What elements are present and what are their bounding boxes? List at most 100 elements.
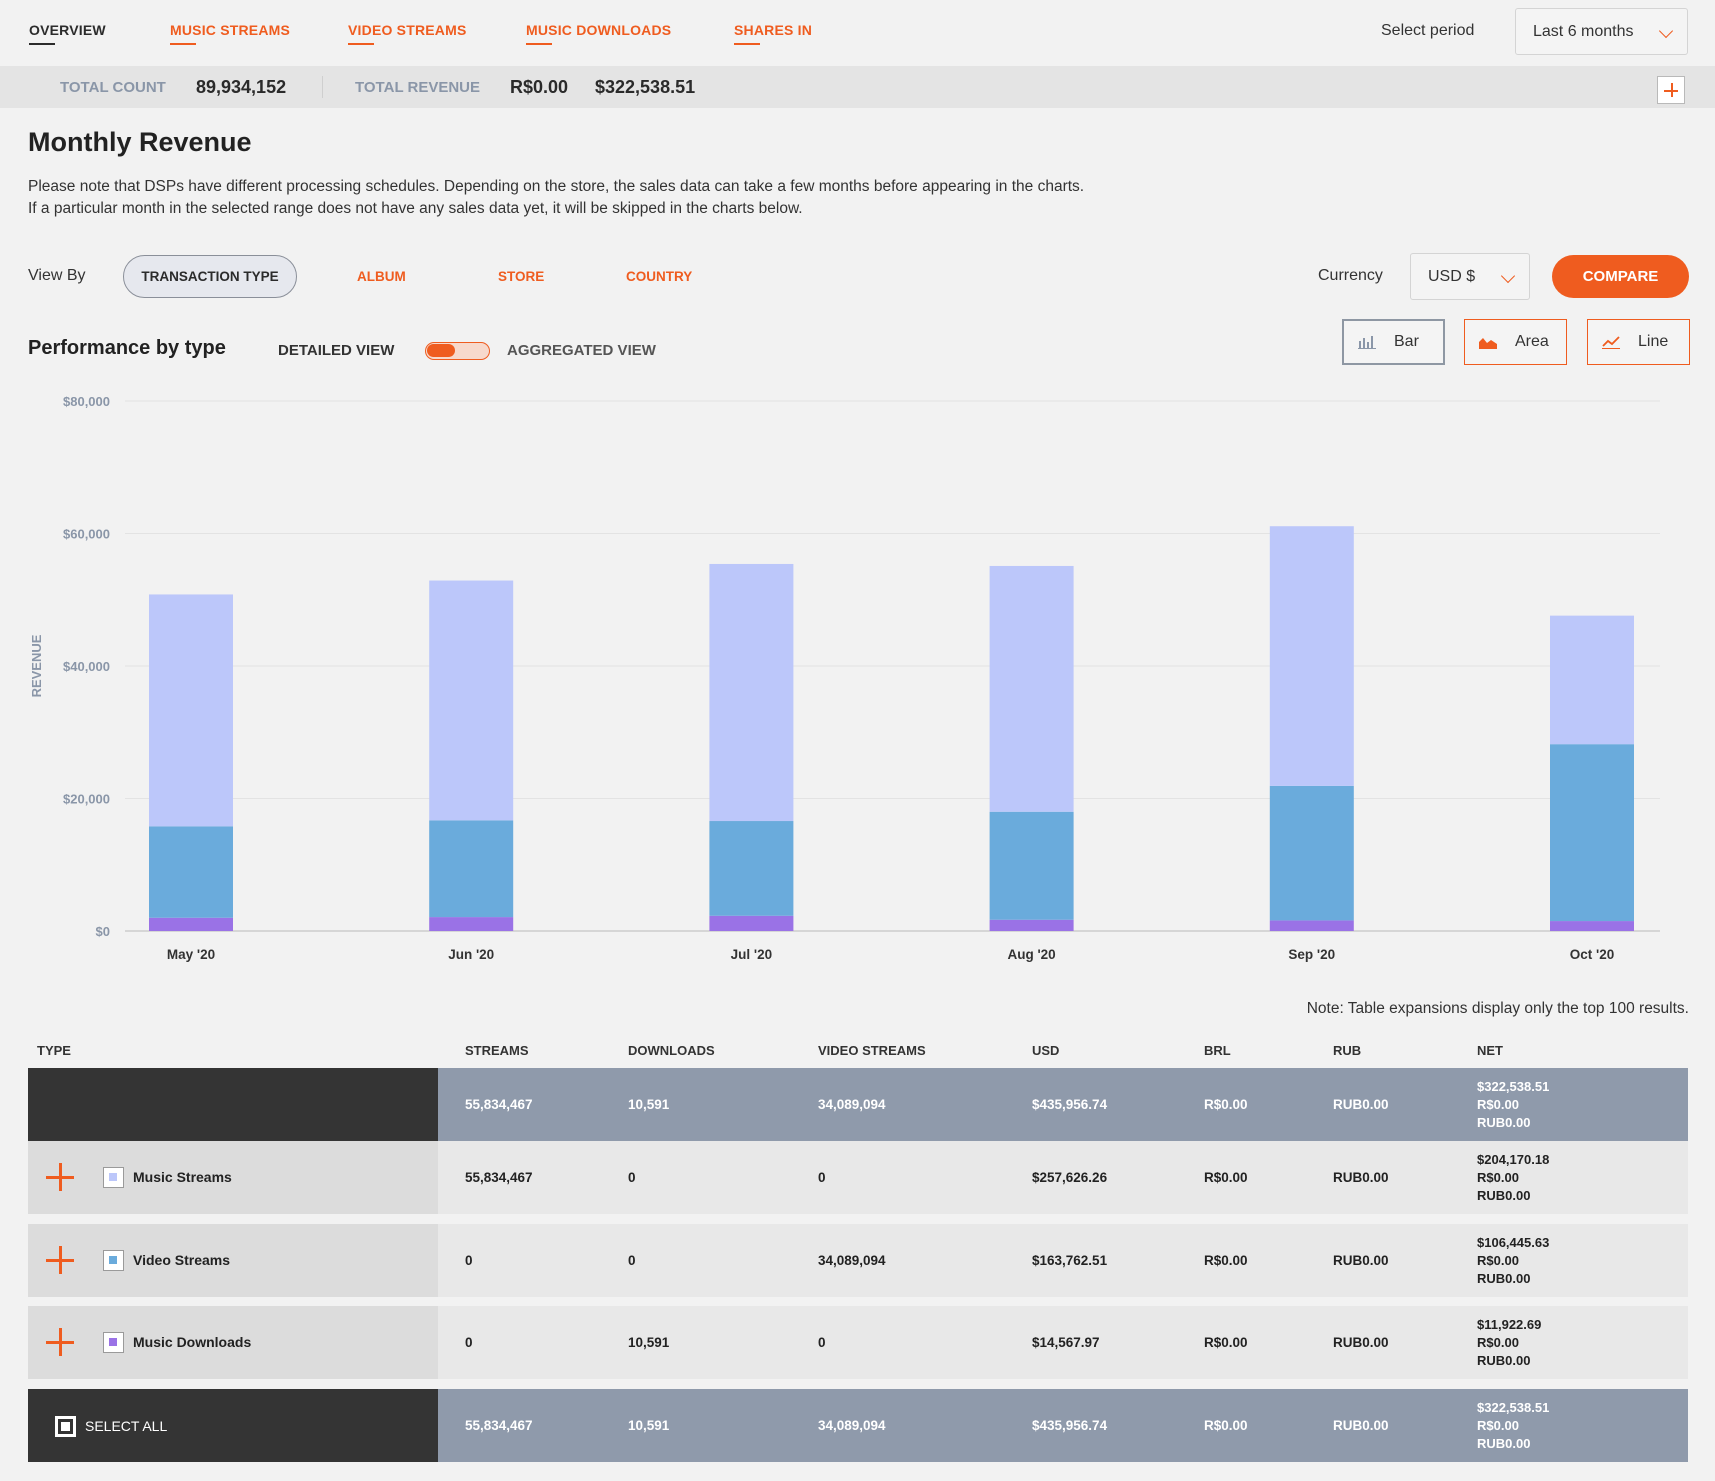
line-chart-icon [1602, 336, 1620, 349]
expand-totals-button[interactable] [1657, 76, 1685, 104]
bar-segment-music_downloads[interactable] [1550, 921, 1634, 931]
bar-chart-button[interactable]: Bar [1342, 319, 1445, 365]
area-chart-label: Area [1515, 333, 1549, 350]
bar-segment-music_streams[interactable] [1269, 526, 1354, 786]
tab-overview[interactable]: OVERVIEW [29, 22, 106, 45]
bar-segment-music_downloads[interactable] [429, 917, 514, 931]
viewby-album[interactable]: ALBUM [357, 269, 406, 284]
bar-segment-music_downloads[interactable] [709, 915, 794, 931]
series-swatch [109, 1256, 117, 1264]
viewby-transaction-type[interactable]: TRANSACTION TYPE [123, 255, 297, 298]
divider [322, 76, 323, 98]
toggle-knob [427, 344, 455, 357]
row-name: Music Streams [133, 1169, 232, 1185]
row-video: 0 [818, 1170, 826, 1185]
area-chart-button[interactable]: Area [1464, 319, 1567, 365]
header-net: NET [1477, 1043, 1503, 1058]
bar-segment-video_streams[interactable] [1550, 744, 1634, 922]
bar-segment-music_streams[interactable] [989, 565, 1074, 812]
bar-segment-video_streams[interactable] [149, 826, 233, 918]
total-net: $322,538.51 R$0.00 RUB0.00 [1477, 1078, 1549, 1132]
bar-segment-music_streams[interactable] [149, 594, 233, 827]
bar-segment-music_streams[interactable] [1550, 615, 1634, 745]
row-streams: 0 [465, 1253, 473, 1268]
header-streams: STREAMS [465, 1043, 529, 1058]
type-cell [28, 1306, 438, 1379]
row-checkbox[interactable] [103, 1332, 124, 1353]
currency-dropdown[interactable]: USD $ [1410, 253, 1530, 300]
select-all-net: $322,538.51 R$0.00 RUB0.00 [1477, 1399, 1549, 1453]
net-usd: $322,538.51 [1477, 1400, 1550, 1415]
row-downloads: 10,591 [628, 1335, 670, 1350]
view-by-label: View By [28, 267, 86, 284]
type-cell [28, 1224, 438, 1297]
chart-grid [125, 400, 1660, 932]
bar-segment-music_downloads[interactable] [1269, 920, 1354, 931]
select-all-cell [28, 1389, 438, 1462]
expand-row-button[interactable] [46, 1328, 74, 1356]
bar-segment-music_streams[interactable] [429, 580, 514, 821]
compare-button[interactable]: COMPARE [1552, 255, 1689, 298]
table-note: Note: Table expansions display only the … [1306, 1000, 1689, 1017]
header-video-streams: VIDEO STREAMS [818, 1043, 926, 1058]
bar-segment-video_streams[interactable] [989, 811, 1074, 920]
tab-shares-in[interactable]: SHARES IN [734, 22, 813, 45]
bar-segment-music_streams[interactable] [709, 563, 794, 822]
net-rub: RUB0.00 [1477, 1188, 1531, 1203]
totals-bar: TOTAL COUNT 89,934,152 TOTAL REVENUE R$0… [0, 66, 1715, 108]
bar-segment-music_downloads[interactable] [149, 917, 233, 931]
row-checkbox[interactable] [103, 1250, 124, 1271]
net-brl: R$0.00 [1477, 1097, 1519, 1112]
currency-value: USD $ [1428, 267, 1476, 285]
period-value: Last 6 months [1533, 22, 1634, 40]
net-rub: RUB0.00 [1477, 1271, 1531, 1286]
y-axis-label: REVENUE [29, 634, 44, 697]
chevron-down-icon [1500, 268, 1516, 284]
select-all-checkbox[interactable] [55, 1416, 76, 1437]
skipped-months-note: If a particular month in the selected ra… [28, 200, 803, 217]
x-tick-label: Sep '20 [1288, 947, 1335, 962]
tab-music-streams[interactable]: MUSIC STREAMS [170, 22, 291, 45]
expand-row-button[interactable] [46, 1163, 74, 1191]
view-toggle[interactable] [425, 342, 490, 360]
values-cell [438, 1141, 1688, 1214]
bar-segment-video_streams[interactable] [429, 820, 514, 918]
total-count-label: TOTAL COUNT [60, 79, 166, 96]
header-rub: RUB [1333, 1043, 1362, 1058]
viewby-store[interactable]: STORE [498, 269, 545, 284]
series-swatch [109, 1338, 117, 1346]
net-rub: RUB0.00 [1477, 1353, 1531, 1368]
bar-segment-music_downloads[interactable] [989, 919, 1074, 931]
header-brl: BRL [1204, 1043, 1231, 1058]
expand-row-button[interactable] [46, 1246, 74, 1274]
series-swatch [109, 1173, 117, 1181]
period-dropdown[interactable]: Last 6 months [1515, 8, 1688, 55]
line-chart-button[interactable]: Line [1587, 319, 1690, 365]
tab-video-streams[interactable]: VIDEO STREAMS [348, 22, 467, 45]
row-downloads: 0 [628, 1170, 636, 1185]
row-checkbox[interactable] [103, 1167, 124, 1188]
chart-bars [149, 526, 1634, 931]
total-downloads: 10,591 [628, 1097, 670, 1112]
line-chart-label: Line [1638, 333, 1669, 350]
select-all-label[interactable]: SELECT ALL [85, 1418, 168, 1434]
row-usd: $257,626.26 [1032, 1170, 1108, 1185]
y-tick-label: $40,000 [63, 659, 110, 674]
net-usd: $204,170.18 [1477, 1152, 1550, 1167]
net-brl: R$0.00 [1477, 1418, 1519, 1433]
viewby-country[interactable]: COUNTRY [626, 269, 693, 284]
net-rub: RUB0.00 [1477, 1436, 1531, 1451]
aggregated-view-label: AGGREGATED VIEW [507, 342, 656, 359]
bar-segment-video_streams[interactable] [709, 821, 794, 916]
values-cell [438, 1306, 1688, 1379]
row-rub: RUB0.00 [1333, 1253, 1389, 1268]
tab-music-downloads[interactable]: MUSIC DOWNLOADS [526, 22, 672, 45]
bar-chart-icon [1358, 336, 1376, 349]
total-brl: R$0.00 [1204, 1097, 1248, 1112]
bar-segment-video_streams[interactable] [1269, 785, 1354, 921]
net-usd: $322,538.51 [1477, 1079, 1550, 1094]
net-rub: RUB0.00 [1477, 1115, 1531, 1130]
x-tick-label: Jul '20 [731, 947, 772, 962]
area-chart-icon [1479, 338, 1497, 349]
row-video: 34,089,094 [818, 1253, 886, 1268]
